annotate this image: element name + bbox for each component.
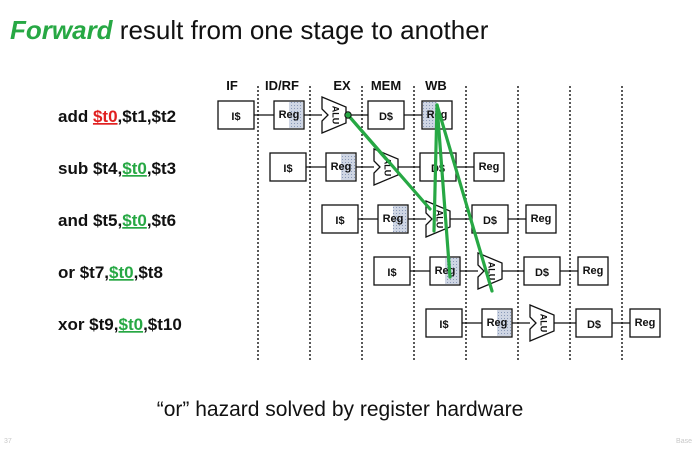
pipeline-row: I$ Reg ALU D$ Reg — [425, 304, 661, 342]
regfile-label: Reg — [383, 213, 404, 225]
instruction-label: add $t0,$t1,$t2 — [58, 107, 176, 126]
dmem-box — [471, 204, 509, 234]
alu-label: ALU — [435, 210, 445, 229]
instruction-label: and $t5,$t0,$t6 — [58, 211, 176, 230]
forwarding-arrow — [346, 113, 432, 211]
alu-shape — [529, 304, 555, 342]
title-keyword: Forward — [10, 15, 113, 45]
register-t0: $t0 — [118, 315, 143, 334]
regfile-read-half — [393, 206, 407, 232]
dmem-label: D$ — [587, 319, 601, 331]
dmem-label: D$ — [535, 267, 549, 279]
stage-headers: IF ID/RF EX MEM WB — [226, 78, 447, 93]
alu-label: ALU — [539, 314, 549, 333]
imem-label: I$ — [439, 319, 448, 331]
dmem-box — [575, 308, 613, 338]
stage-header-mem: MEM — [371, 78, 401, 93]
forwarding-paths — [344, 103, 494, 293]
pipeline-rows: I$RegALUD$RegI$RegALUD$RegI$RegALUD$RegI… — [217, 96, 661, 342]
stage-header-wb: WB — [425, 78, 447, 93]
stage-header-id-rf: ID/RF — [265, 78, 299, 93]
pipeline-row: I$ Reg ALU D$ Reg — [321, 200, 557, 238]
stage-header-if: IF — [226, 78, 238, 93]
register-t0: $t0 — [93, 107, 118, 126]
forwarding-arrow — [435, 103, 452, 279]
imem-label: I$ — [387, 267, 396, 279]
title-rest: result from one stage to another — [112, 15, 489, 45]
regfile-wb-box — [577, 256, 609, 286]
imem-box — [373, 256, 411, 286]
instruction-opcode: add — [58, 107, 93, 126]
stage-dividers — [257, 86, 623, 360]
instruction-label: or $t7,$t0,$t8 — [58, 263, 163, 282]
forwarding-arrow — [435, 103, 494, 293]
imem-label: I$ — [335, 215, 344, 227]
dmem-label: D$ — [379, 111, 393, 123]
alu-label: ALU — [331, 106, 341, 125]
alu-label: ALU — [383, 158, 393, 177]
instruction-operands: ,$t8 — [134, 263, 163, 282]
slide-title: Forward result from one stage to another — [10, 8, 680, 52]
register-t0: $t0 — [109, 263, 134, 282]
instruction-operands: ,$t6 — [147, 211, 176, 230]
regfile-label: Reg — [435, 265, 456, 277]
regfile-label: Reg — [487, 317, 508, 329]
instruction-opcode: sub $t4, — [58, 159, 122, 178]
instruction-opcode: xor $t9, — [58, 315, 118, 334]
alu-label: ALU — [487, 262, 497, 281]
page-number: 37 — [4, 438, 12, 445]
register-t0: $t0 — [122, 159, 147, 178]
instruction-operands: ,$t1,$t2 — [118, 107, 177, 126]
dmem-box — [419, 152, 457, 182]
footer-text: Base — [676, 438, 692, 445]
regfile-read-half — [289, 102, 303, 128]
alu-shape — [373, 148, 399, 186]
regfile-read-half — [497, 310, 511, 336]
alu-shape — [321, 96, 347, 134]
regfile-wb-label: Reg — [479, 161, 500, 173]
regfile-read-half — [341, 154, 355, 180]
instruction-operands: ,$t3 — [147, 159, 176, 178]
instruction-opcode: or $t7, — [58, 263, 109, 282]
instruction-label: xor $t9,$t0,$t10 — [58, 315, 182, 334]
dmem-label: D$ — [483, 215, 497, 227]
register-t0: $t0 — [122, 211, 147, 230]
regfile-label: Reg — [279, 109, 300, 121]
forwarding-arrow — [432, 103, 439, 233]
imem-label: I$ — [283, 163, 292, 175]
regfile-wb-label: Reg — [635, 317, 656, 329]
regfile-wb-box — [473, 152, 505, 182]
stage-header-ex: EX — [333, 78, 351, 93]
regfile-wb-box — [629, 308, 661, 338]
instruction-label: sub $t4,$t0,$t3 — [58, 159, 176, 178]
regfile-label: Reg — [331, 161, 352, 173]
forward-source-dot — [344, 111, 352, 119]
imem-label: I$ — [231, 111, 240, 123]
regfile-wb-label: Reg — [531, 213, 552, 225]
instruction-operands: ,$t10 — [143, 315, 182, 334]
regfile-wb-label: Reg — [583, 265, 604, 277]
regfile-wb-box — [525, 204, 557, 234]
regfile-write-half — [423, 102, 437, 128]
caption: “or” hazard solved by register hardware — [156, 398, 524, 421]
instruction-opcode: and $t5, — [58, 211, 122, 230]
